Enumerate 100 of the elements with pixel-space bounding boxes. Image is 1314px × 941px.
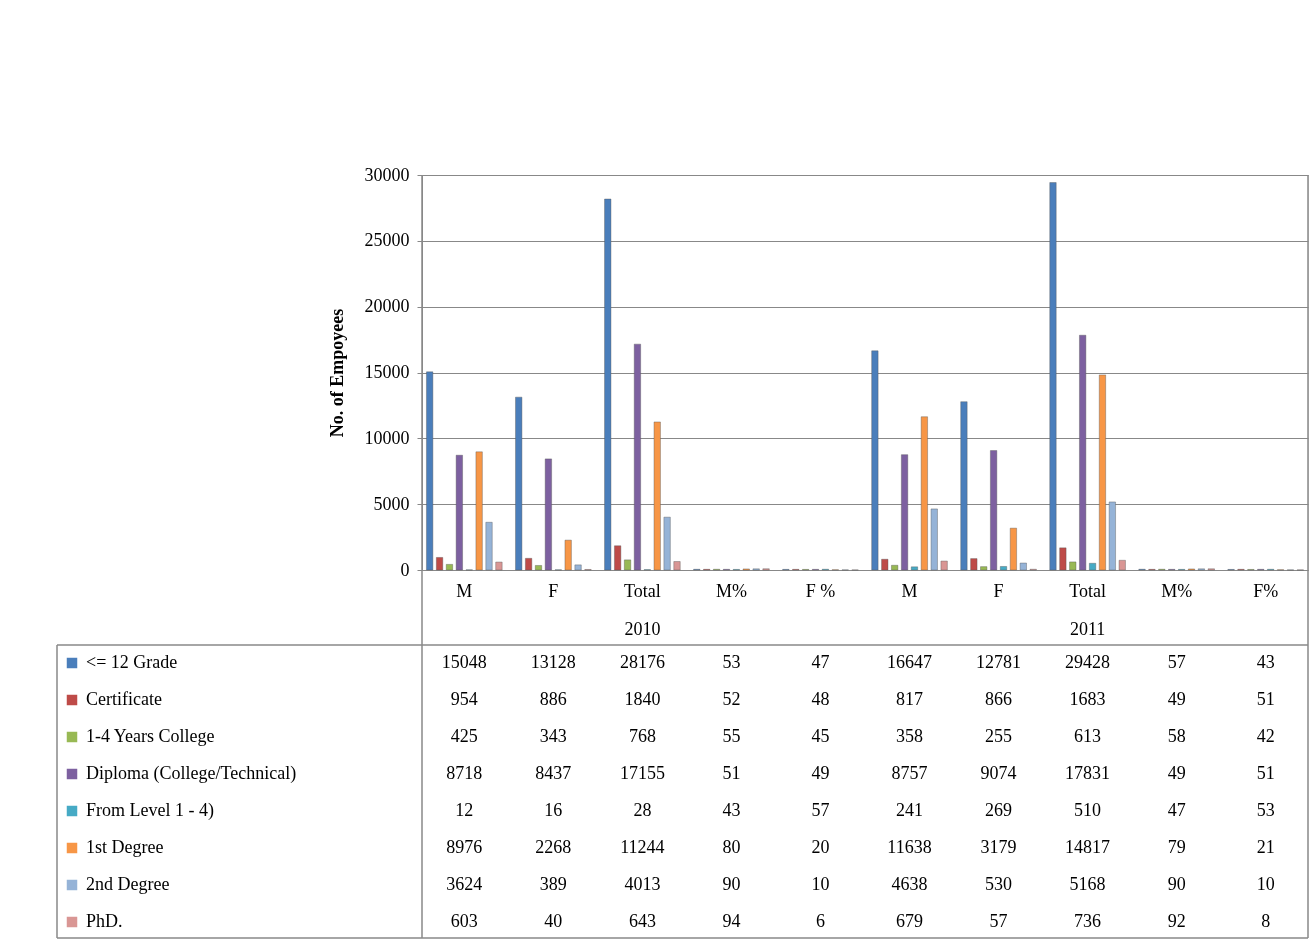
y-tick-label: 10000: [364, 427, 410, 448]
data-label: 613: [1074, 726, 1102, 746]
bar: [1079, 335, 1087, 571]
data-label: 21: [1256, 837, 1275, 857]
data-label: 47: [1167, 800, 1186, 820]
data-label: 80: [722, 837, 741, 857]
data-label: 6: [815, 911, 825, 931]
data-label: 8: [1261, 911, 1271, 931]
data-label: 92: [1167, 911, 1186, 931]
data-label: 15048: [441, 652, 487, 672]
data-label: 343: [539, 726, 567, 746]
data-label: 5168: [1069, 874, 1106, 894]
bar: [624, 559, 631, 571]
data-label: 1840: [624, 689, 661, 709]
data-label: 10: [811, 874, 830, 894]
y-tick-label: 30000: [364, 164, 410, 185]
legend-label: PhD.: [86, 911, 123, 931]
bar: [436, 557, 443, 571]
data-label: 603: [450, 911, 478, 931]
bar: [485, 522, 493, 571]
legend-label: 2nd Degree: [86, 874, 170, 894]
bar: [614, 545, 622, 571]
data-label: 1683: [1069, 689, 1106, 709]
y-tick-label: 25000: [364, 230, 410, 251]
bar: [604, 198, 612, 571]
data-label: 53: [722, 652, 741, 672]
bar: [426, 371, 434, 571]
legend-label: 1-4 Years College: [86, 726, 215, 746]
bar: [970, 558, 978, 571]
bar: [930, 508, 938, 571]
data-label: 8757: [891, 763, 928, 783]
x-tick-label: F %: [805, 580, 836, 601]
bar: [525, 558, 533, 571]
data-label: 28176: [619, 652, 665, 672]
x-tick-label: M%: [715, 580, 747, 601]
bar: [446, 564, 453, 571]
legend-label: <= 12 Grade: [86, 652, 178, 672]
data-label: 530: [985, 874, 1013, 894]
data-label: 4013: [624, 874, 661, 894]
data-label: 42: [1256, 726, 1275, 746]
legend-label: Diploma (College/Technical): [86, 763, 297, 784]
data-label: 51: [722, 763, 741, 783]
data-label: 16: [544, 800, 563, 820]
data-label: 48: [811, 689, 830, 709]
bar: [574, 564, 582, 571]
data-label: 52: [722, 689, 741, 709]
bar: [544, 458, 552, 571]
data-label: 79: [1167, 837, 1186, 857]
bar: [535, 565, 542, 571]
bar: [940, 560, 948, 571]
bar: [1089, 563, 1096, 571]
bar: [911, 566, 918, 571]
data-label: 49: [1167, 689, 1186, 709]
bar: [960, 401, 968, 571]
bar: [1108, 501, 1116, 571]
x-tick-label: F: [993, 580, 1004, 601]
data-label: 8718: [446, 763, 483, 783]
data-label: 49: [1167, 763, 1186, 783]
bar: [1059, 547, 1067, 571]
bar: [920, 416, 928, 571]
y-tick-label: 0: [400, 559, 410, 580]
data-label: 269: [985, 800, 1013, 820]
y-axis-title: No. of Empoyees: [326, 308, 347, 438]
data-label: 679: [896, 911, 924, 931]
data-label: 736: [1074, 911, 1102, 931]
bar: [891, 565, 899, 571]
data-label: 241: [896, 800, 924, 820]
data-label: 90: [1167, 874, 1186, 894]
bar: [871, 350, 879, 571]
x-tick-label: Total: [1069, 580, 1106, 601]
data-label: 8437: [535, 763, 572, 783]
data-label: 11244: [620, 837, 665, 857]
data-label: 55: [722, 726, 741, 746]
bar: [1049, 182, 1057, 571]
text: 2011: [1069, 619, 1106, 639]
y-tick-label: 20000: [364, 296, 410, 317]
data-label: 3179: [980, 837, 1017, 857]
data-label: 47: [811, 652, 830, 672]
data-label: 16647: [887, 652, 933, 672]
data-label: 51: [1256, 763, 1275, 783]
bar: [901, 454, 908, 571]
data-label: 51: [1256, 689, 1275, 709]
data-label: 57: [1167, 652, 1186, 672]
x-tick-label: M: [901, 580, 918, 601]
data-label: 768: [628, 726, 656, 746]
x-tick-label: M: [456, 580, 473, 601]
data-label: 866: [985, 689, 1013, 709]
x-tick-label: F%: [1253, 580, 1279, 601]
data-label: 20: [811, 837, 830, 857]
bar: [1099, 374, 1106, 571]
bar: [663, 516, 671, 571]
bar: [564, 539, 572, 571]
data-label: 43: [1256, 652, 1275, 672]
data-label: 29428: [1065, 652, 1111, 672]
x-tick-label: M%: [1161, 580, 1193, 601]
bar: [515, 396, 523, 571]
bar: [455, 455, 463, 571]
data-label: 510: [1074, 800, 1102, 820]
bar: [1019, 562, 1027, 571]
bar: [980, 566, 988, 571]
